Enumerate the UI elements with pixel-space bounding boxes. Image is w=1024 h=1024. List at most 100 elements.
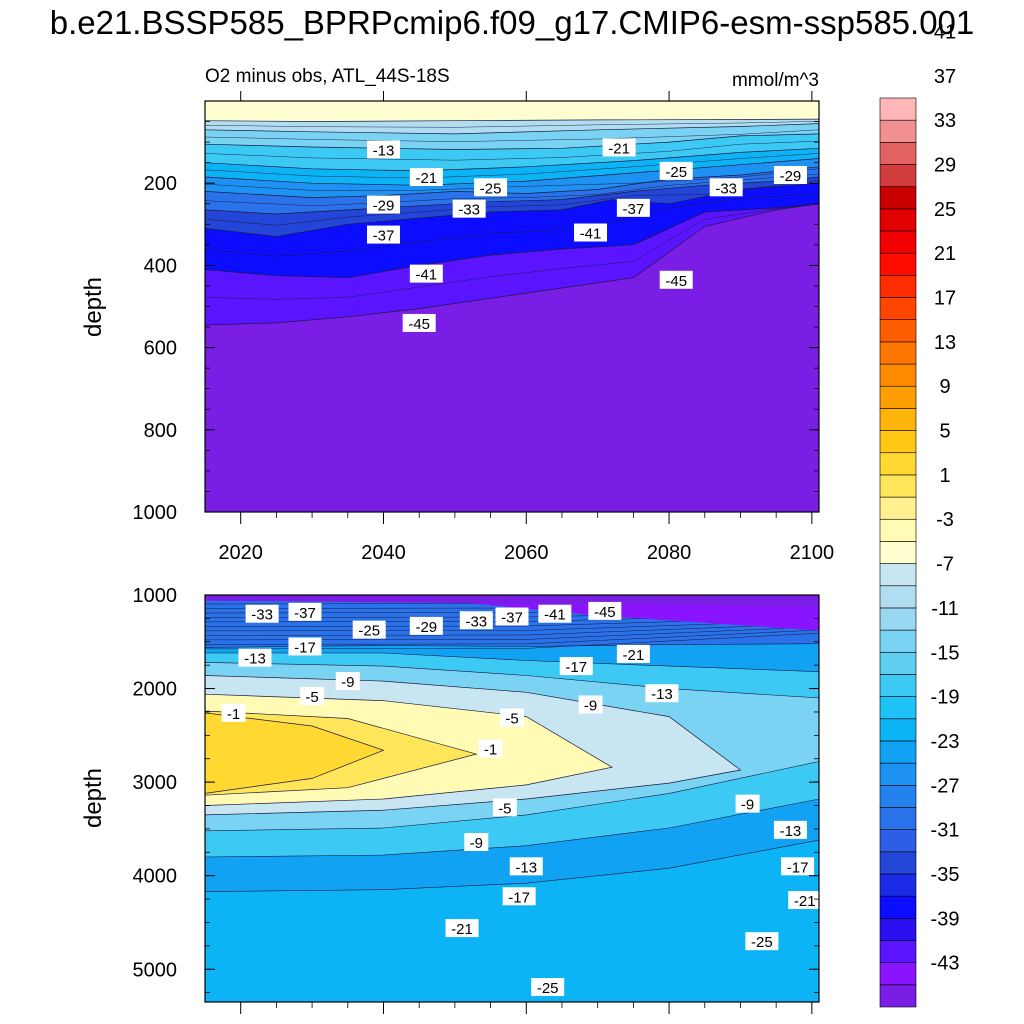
- contour-line: [205, 153, 819, 179]
- contour-label: -25: [531, 978, 565, 997]
- contour-label-text: -37: [501, 610, 523, 627]
- contour-label: -37: [495, 607, 529, 627]
- x-tick-label: 2060: [504, 542, 549, 564]
- contour-label-text: -37: [294, 605, 316, 622]
- contour-label-bg: [745, 932, 779, 951]
- contour-label: -33: [245, 604, 279, 624]
- contour-label: -5: [492, 798, 517, 817]
- contour-label-text: -21: [623, 647, 645, 664]
- contour-label-text: -1: [227, 706, 240, 723]
- contour-label-text: -17: [508, 889, 530, 906]
- contour-label-text: -21: [451, 921, 473, 938]
- contour-label: -9: [578, 695, 603, 714]
- contour-label-bg: [578, 695, 603, 714]
- contour-label: -25: [659, 161, 693, 181]
- contour-label-text: -21: [794, 893, 816, 910]
- contour-label-text: -21: [415, 170, 437, 187]
- contour-line: [205, 203, 819, 326]
- contour-label-text: -1: [484, 741, 497, 758]
- colorbar-swatch: [879, 275, 917, 298]
- contour-label-bg: [602, 138, 636, 157]
- colorbar-swatch: [879, 186, 917, 210]
- colorbar-label: -35: [931, 864, 960, 886]
- x-tick-label: 2040: [361, 542, 406, 564]
- contour-label: -29: [773, 165, 807, 185]
- colorbar-label: 33: [934, 110, 956, 132]
- colorbar-swatch: [879, 873, 917, 897]
- colorbar-label: 25: [934, 199, 956, 221]
- contour-line: [205, 595, 819, 632]
- contour-label: -13: [238, 648, 272, 668]
- contour-label-bg: [531, 978, 565, 997]
- contour-label: -33: [709, 178, 743, 197]
- colorbar-swatch: [879, 784, 917, 808]
- colorbar-swatch: [879, 674, 917, 697]
- colorbar-label: -3: [936, 509, 954, 531]
- contour-fill-region: [205, 595, 819, 607]
- contour-label: -45: [659, 270, 693, 290]
- contour-label-bg: [352, 620, 386, 639]
- colorbar-label: -7: [936, 554, 954, 576]
- figure-title: b.e21.BSSP585_BPRPcmip6.f09_g17.CMIP6-es…: [49, 4, 975, 41]
- y-tick-label: 5000: [133, 959, 178, 981]
- contour-label: -13: [773, 820, 807, 840]
- contour-line: [205, 595, 819, 636]
- colorbar-label: -23: [931, 731, 960, 753]
- contour-label: -5: [300, 687, 325, 706]
- contour-label-bg: [445, 919, 479, 938]
- contour-label: -13: [366, 140, 400, 159]
- y-tick-label: 800: [144, 420, 177, 442]
- colorbar-label: 1: [939, 465, 950, 487]
- colorbar-label: -15: [931, 642, 960, 664]
- colorbar-swatch: [879, 252, 917, 276]
- contour-label-text: -13: [373, 142, 395, 159]
- contour-label-text: -5: [498, 800, 511, 817]
- contour-label: -29: [409, 616, 443, 636]
- y-tick-label: 400: [144, 255, 177, 277]
- top-y-axis-label: depth: [80, 277, 107, 337]
- colorbar-label: 21: [934, 243, 956, 265]
- contour-line: [205, 182, 819, 237]
- contour-label: -33: [459, 611, 493, 630]
- contour-label: -17: [781, 857, 815, 876]
- contour-label-text: -17: [787, 859, 809, 876]
- colorbar-swatch: [879, 895, 917, 919]
- contour-label: -13: [645, 684, 679, 703]
- colorbar-swatch: [879, 541, 917, 564]
- y-tick-label: 600: [144, 338, 177, 360]
- contour-label: -1: [478, 739, 503, 758]
- contour-label-text: -25: [358, 623, 380, 640]
- top-contour-fills: [205, 101, 819, 512]
- y-tick-label: 200: [144, 173, 177, 195]
- colorbar-swatch: [879, 430, 917, 454]
- colorbar-swatch: [879, 341, 917, 365]
- contour-label-bg: [366, 195, 400, 214]
- colorbar-label: -31: [931, 820, 960, 842]
- colorbar-swatch: [879, 142, 917, 165]
- colorbar-swatch: [879, 696, 917, 720]
- contour-label-text: -41: [415, 267, 437, 284]
- colorbar-label: 9: [939, 376, 950, 398]
- y-tick-label: 1000: [133, 585, 178, 607]
- contour-label-bg: [709, 178, 743, 197]
- colorbar-swatch: [879, 363, 917, 387]
- colorbar-swatch: [879, 740, 917, 764]
- contour-label: -17: [288, 637, 322, 656]
- contour-line: [205, 121, 819, 128]
- contour-label-bg: [409, 168, 443, 187]
- colorbar-swatch: [879, 408, 917, 431]
- contour-label: -13: [509, 857, 543, 876]
- contour-label-bg: [645, 684, 679, 703]
- contour-label-text: -33: [458, 202, 480, 219]
- contour-label: -25: [745, 932, 779, 951]
- contour-label-bg: [366, 225, 400, 244]
- contour-label-text: -13: [651, 686, 673, 703]
- colorbar-swatch: [879, 319, 917, 343]
- contour-label-bg: [288, 637, 322, 656]
- contour-label-text: -9: [341, 674, 354, 691]
- contour-label: -5: [500, 708, 524, 728]
- contour-line: [205, 158, 819, 186]
- contour-label-bg: [616, 644, 650, 663]
- contour-line: [205, 595, 819, 645]
- colorbar-swatch: [879, 984, 917, 1008]
